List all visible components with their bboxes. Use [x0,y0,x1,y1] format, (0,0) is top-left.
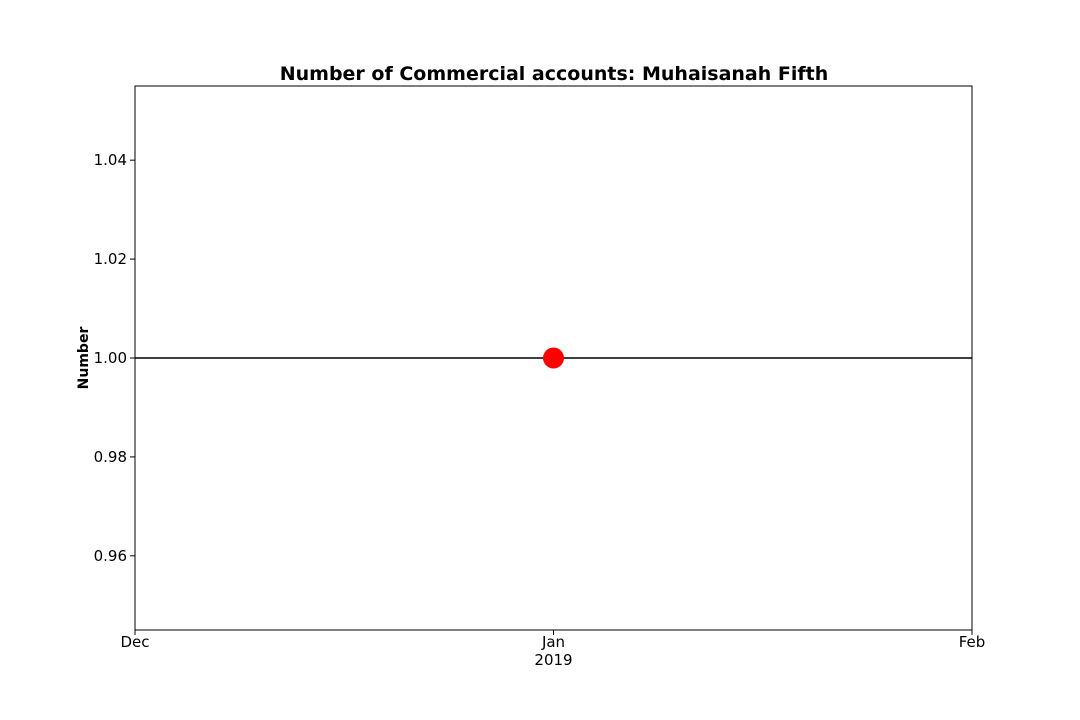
y-tick-label: 1.00 [94,349,127,367]
y-tick-label: 0.98 [94,448,127,466]
data-point [543,347,564,369]
x-tick-label: Jan [541,633,565,651]
y-tick-label: 1.04 [94,151,127,169]
y-axis-label: Number [76,327,92,390]
x-tick-sublabel: 2019 [534,651,572,669]
plot-area [135,347,972,369]
y-tick-label: 0.96 [94,547,127,565]
chart-title: Number of Commercial accounts: Muhaisana… [280,63,829,85]
y-tick-label: 1.02 [94,250,127,268]
x-tick-label: Feb [959,633,986,651]
x-tick-label: Dec [120,633,149,651]
